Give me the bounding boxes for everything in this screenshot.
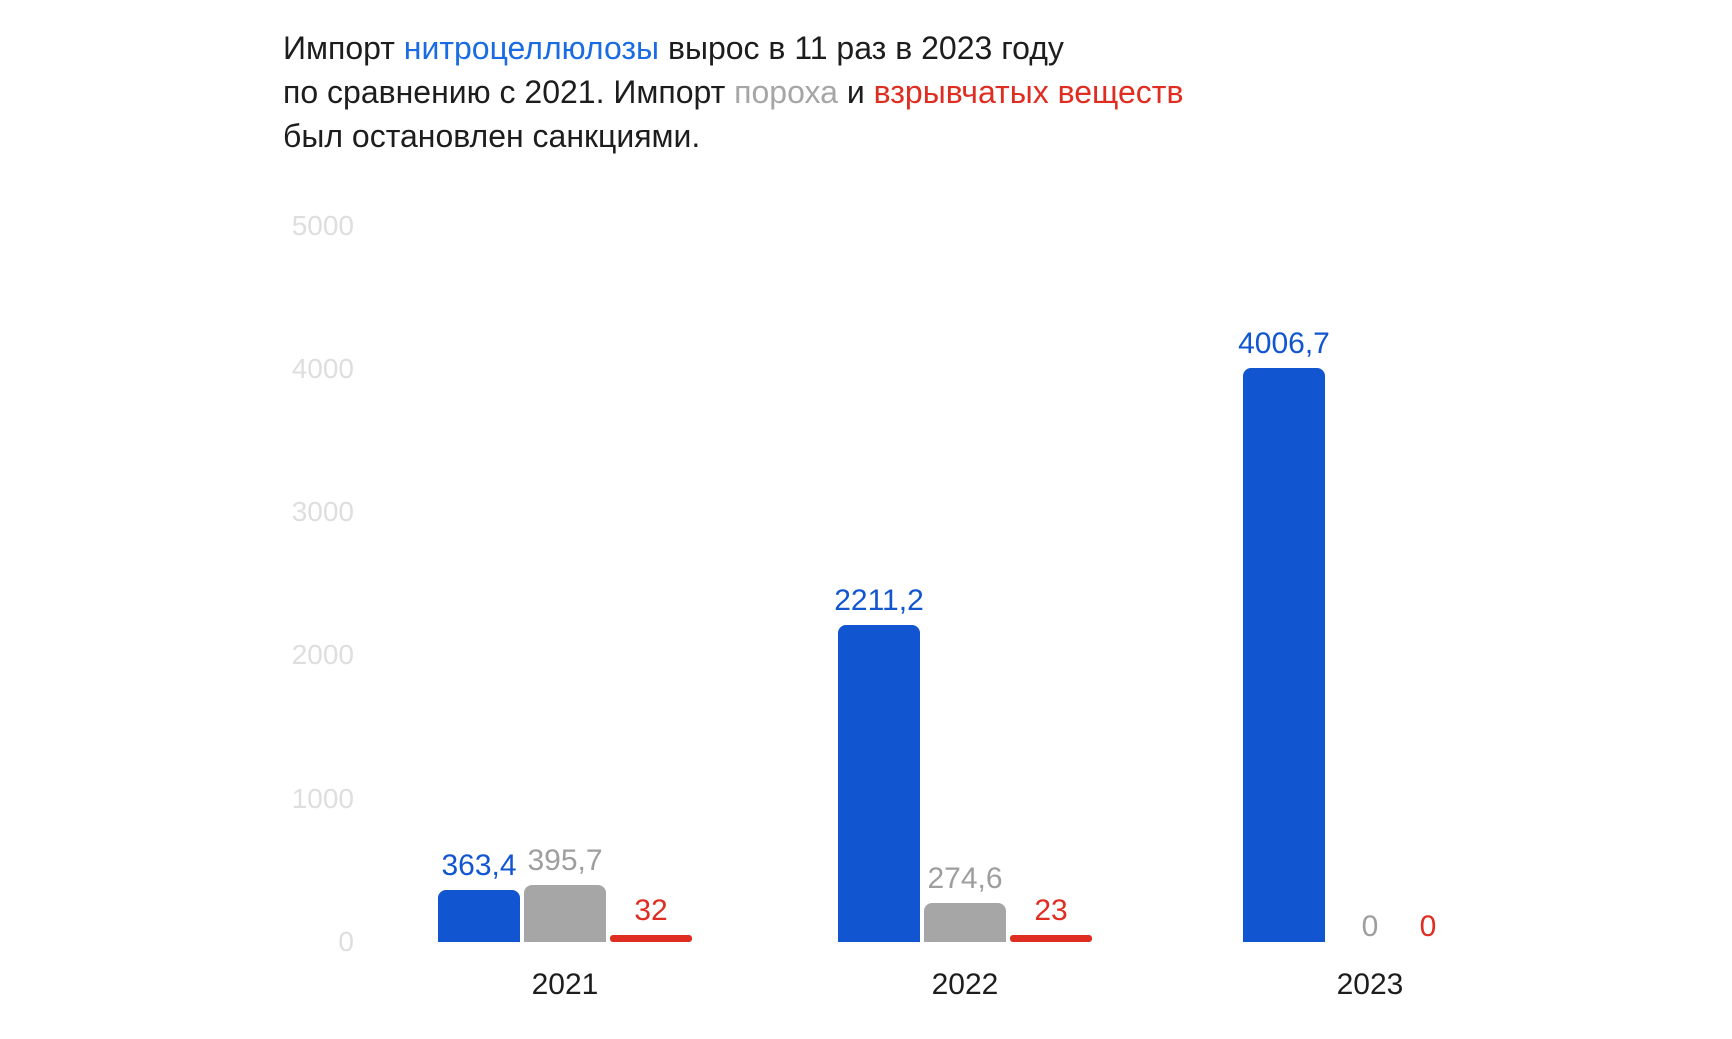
bar-value-label: 0 bbox=[1419, 910, 1437, 943]
bar-value-label: 363,4 bbox=[441, 849, 517, 882]
chart-title: Импорт нитроцеллюлозы вырос в 11 раз в 2… bbox=[283, 26, 1183, 158]
bar-value-label: 2211,2 bbox=[834, 584, 924, 617]
bar-2022-series2 bbox=[1010, 935, 1092, 942]
y-axis-tick-label: 2000 bbox=[291, 639, 354, 671]
title-segment-powder: пороха bbox=[734, 74, 838, 110]
x-axis-year-label: 2023 bbox=[1336, 968, 1404, 1001]
bar-2021-series0 bbox=[438, 890, 520, 942]
bar-2021-series1 bbox=[524, 885, 606, 942]
title-segment: вырос в 11 раз в 2023 году bbox=[659, 30, 1064, 66]
bar-value-label: 4006,7 bbox=[1238, 327, 1330, 360]
y-axis-tick-label: 3000 bbox=[291, 496, 354, 528]
y-axis-tick-label: 1000 bbox=[291, 782, 354, 814]
bar-value-label: 0 bbox=[1361, 910, 1379, 943]
bar-2023-series0 bbox=[1243, 368, 1325, 942]
bar-value-label: 32 bbox=[634, 894, 668, 927]
bar-value-label: 274,6 bbox=[927, 862, 1003, 895]
title-segment-nitrocellulose: нитроцеллюлозы bbox=[403, 30, 660, 66]
title-line-1: Импорт нитроцеллюлозы вырос в 11 раз в 2… bbox=[283, 26, 1183, 70]
y-axis-tick-label: 0 bbox=[338, 926, 354, 957]
title-segment: Импорт bbox=[283, 30, 404, 66]
title-segment: и bbox=[837, 74, 874, 110]
bar-2022-series1 bbox=[924, 903, 1006, 942]
title-segment-explosives: взрывчатых веществ bbox=[873, 74, 1184, 110]
bar-2021-series2 bbox=[610, 935, 692, 942]
x-axis-year-label: 2022 bbox=[931, 968, 999, 1001]
title-line-2: по сравнению с 2021. Импорт пороха и взр… bbox=[283, 70, 1183, 114]
x-axis-year-label: 2021 bbox=[531, 968, 599, 1001]
y-axis-tick-label: 4000 bbox=[291, 352, 354, 384]
bar-value-label: 23 bbox=[1034, 894, 1068, 927]
bar-2022-series0 bbox=[838, 625, 920, 942]
title-line-3: был остановлен санкциями. bbox=[283, 114, 1183, 158]
title-segment: по сравнению с 2021. Импорт bbox=[283, 74, 735, 110]
y-axis-tick-label: 5000 bbox=[291, 209, 354, 241]
bar-value-label: 395,7 bbox=[527, 844, 603, 877]
title-segment: был остановлен санкциями. bbox=[283, 118, 701, 154]
